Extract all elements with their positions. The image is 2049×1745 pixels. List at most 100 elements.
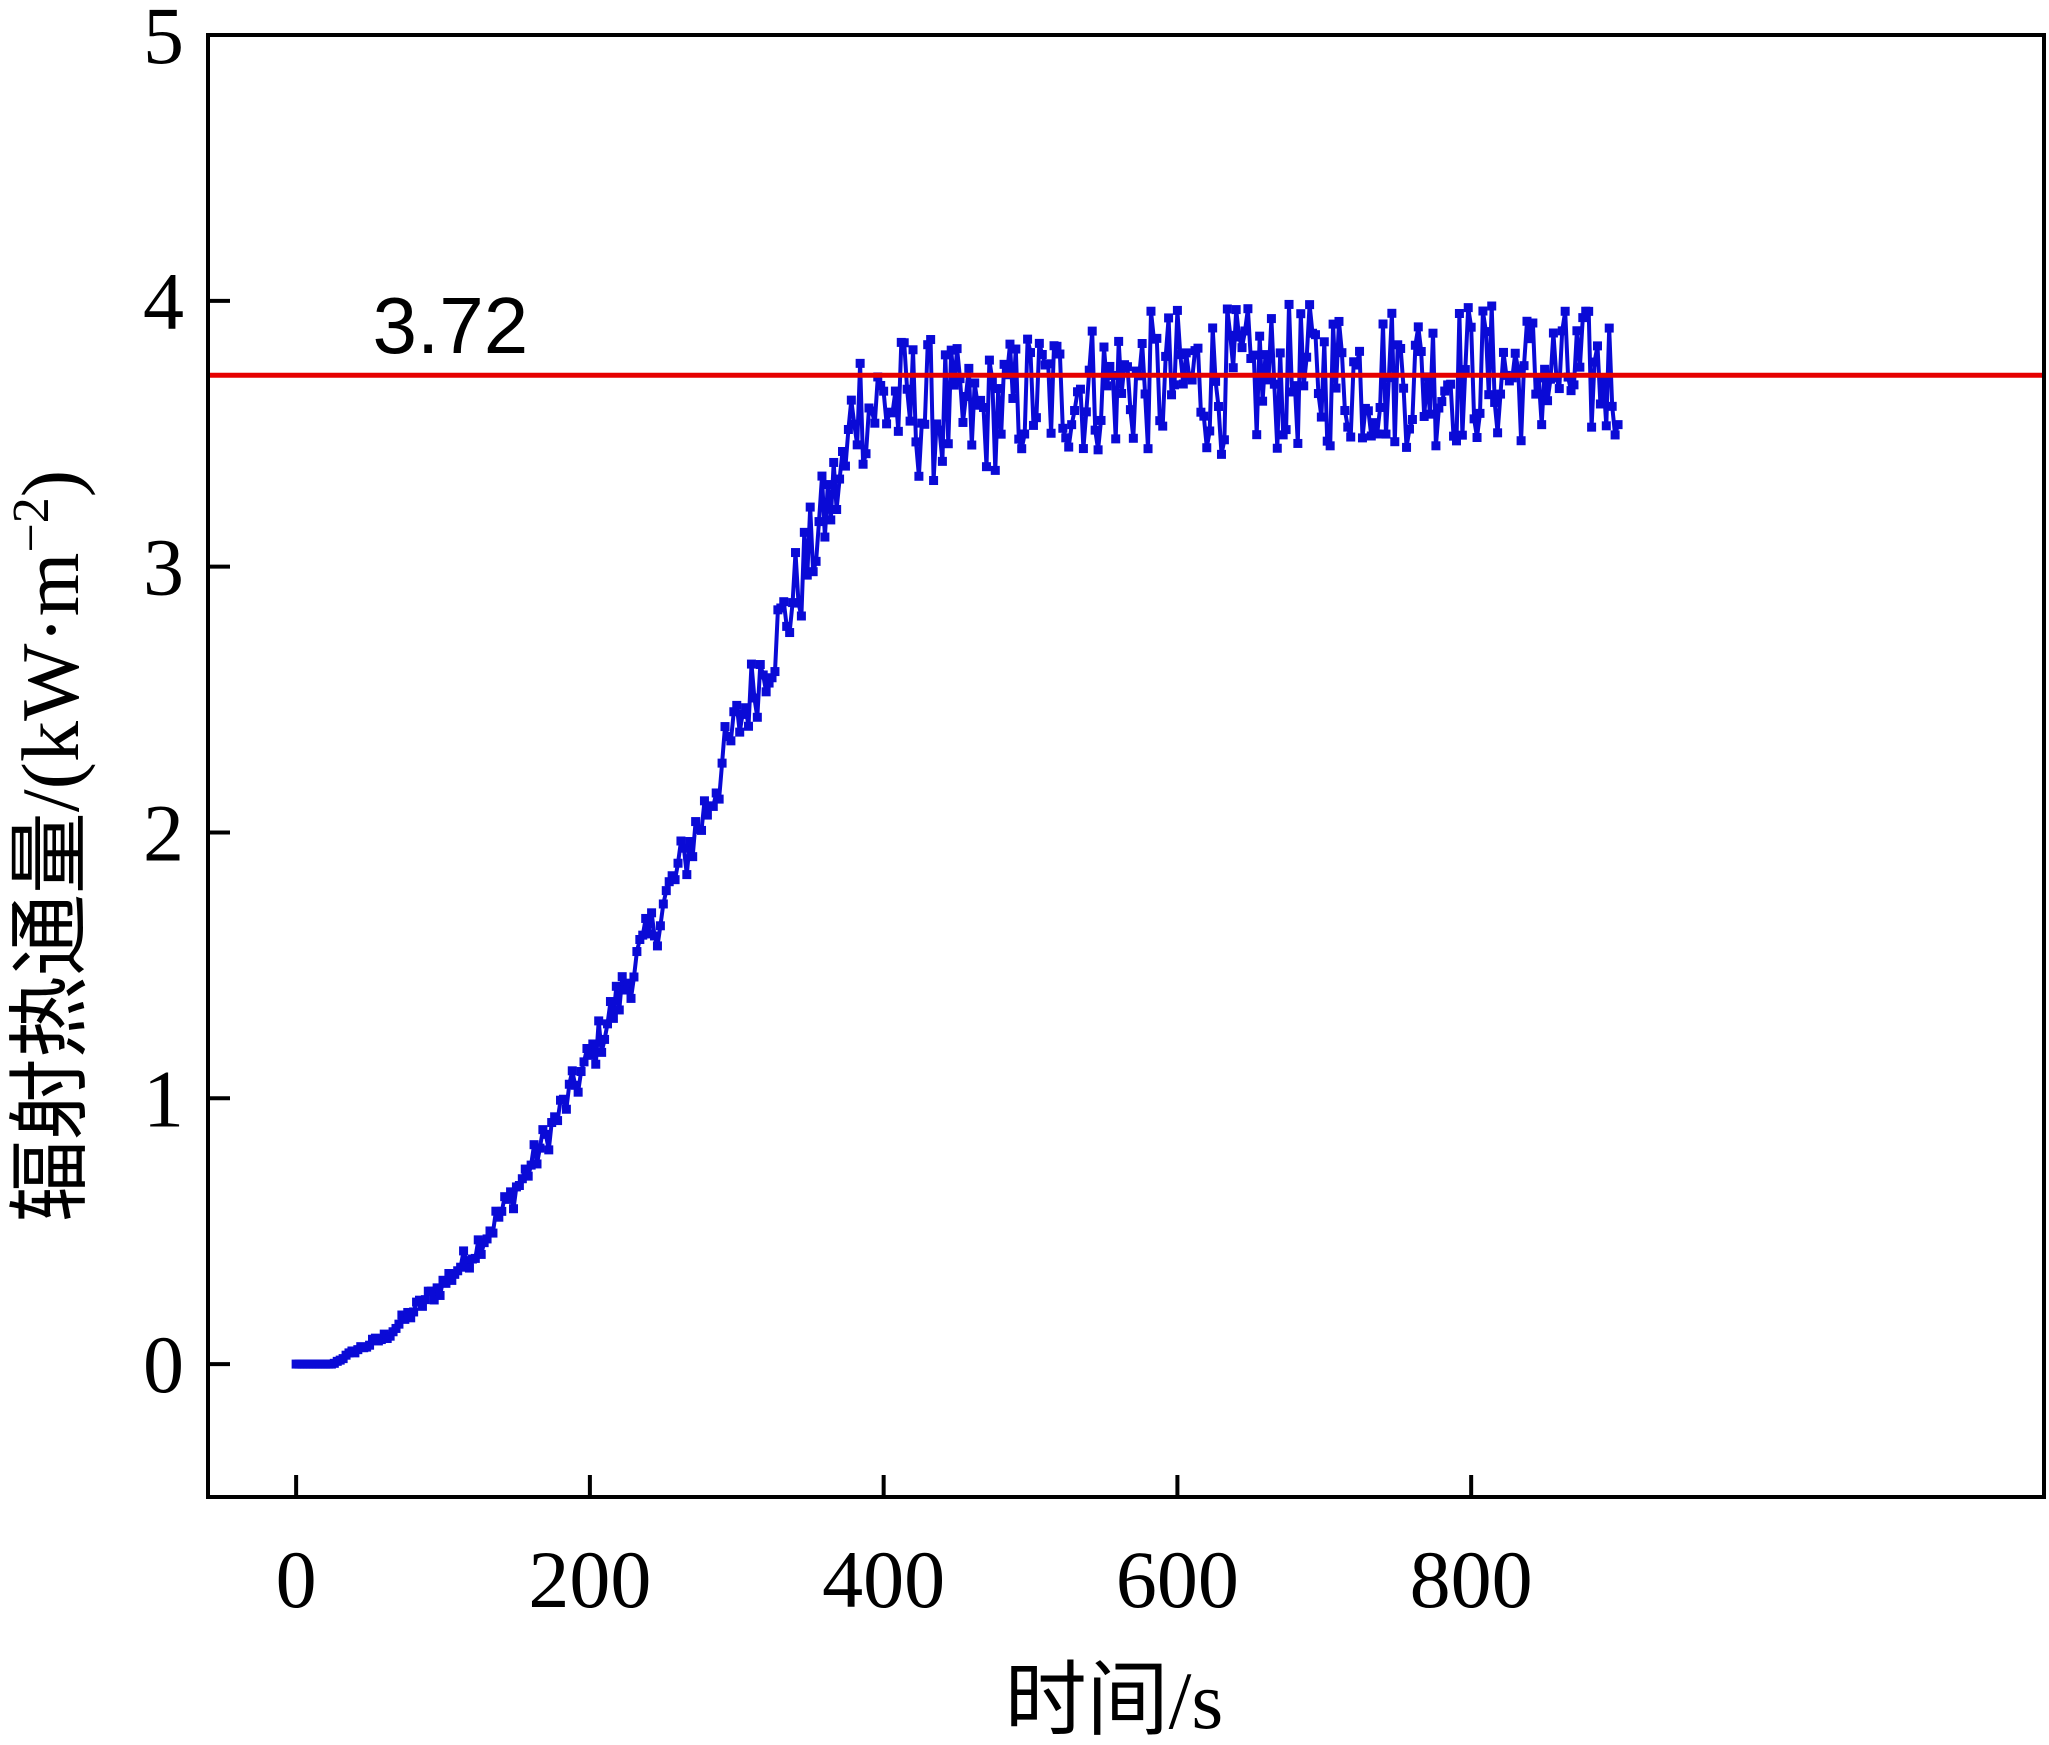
series-marker [1419,411,1429,421]
series-marker [923,340,933,350]
series-marker [788,598,798,608]
series-marker [955,374,965,384]
series-marker [494,1212,504,1222]
series-marker [761,687,771,697]
series-marker [1258,396,1268,406]
series-marker [588,1039,598,1049]
series-marker [444,1269,454,1279]
series-marker [1266,314,1276,324]
series-marker [1592,341,1602,351]
series-marker [1363,406,1373,416]
series-marker [1008,393,1018,403]
series-marker [1228,363,1238,373]
series-marker [1528,318,1538,328]
series-marker [1331,383,1341,393]
series-marker [473,1235,483,1245]
series-marker [920,419,930,429]
series-marker [1061,433,1071,443]
x-axis-ticks [294,1475,1474,1497]
series-marker [459,1246,469,1256]
series-marker [409,1307,419,1317]
series-marker [714,794,724,804]
series-marker [770,667,780,677]
series-marker [1346,432,1356,442]
series-marker [532,1159,542,1169]
series-marker [887,408,897,418]
series-marker [429,1295,439,1305]
series-marker [999,359,1009,369]
series-marker [406,1313,416,1323]
series-marker [1598,375,1608,385]
series-marker [1216,449,1226,459]
x-tick-label: 200 [528,1534,651,1625]
series-marker [735,727,745,737]
series-marker [564,1079,574,1089]
series-marker [655,921,665,931]
series-marker [870,418,880,428]
series-marker [1046,428,1056,438]
series-marker [1454,308,1464,318]
series-marker [852,440,862,450]
series-marker [1316,412,1326,422]
series-marker [1128,433,1138,443]
series-marker [699,796,709,806]
series-marker [579,1057,589,1067]
series-marker [1469,414,1479,424]
series-marker [967,440,977,450]
series-marker [1387,308,1397,318]
series-marker [855,358,865,368]
series-marker [1407,414,1417,424]
series-marker [1281,425,1291,435]
series-marker [1084,365,1094,375]
series-marker [1105,361,1115,371]
series-marker [1322,436,1332,446]
series-marker [840,461,850,471]
series-marker [1481,327,1491,337]
series-marker [1155,416,1165,426]
series-marker [1451,436,1461,446]
series-marker [1493,428,1503,438]
series-marker [720,722,730,732]
series-marker [861,449,871,459]
series-marker [685,837,695,847]
series-marker [1404,424,1414,434]
series-marker [726,736,736,746]
series-marker [608,1013,618,1023]
series-marker [1543,396,1553,406]
series-marker [893,426,903,436]
series-marker [1031,413,1041,423]
series-marker [1011,344,1021,354]
series-marker [1575,362,1585,372]
series-marker [1161,351,1171,361]
series-marker [729,707,739,717]
series-marker [1052,341,1062,351]
series-marker [1560,306,1570,316]
series-marker [547,1118,557,1128]
series-marker [1240,326,1250,336]
series-marker [1334,316,1344,326]
series-marker [811,556,821,566]
series-marker [1613,420,1623,430]
series-marker [820,532,830,542]
series-marker [1099,342,1109,352]
series-marker [376,1335,386,1345]
series-marker [1396,343,1406,353]
series-marker [447,1275,457,1285]
series-marker [585,1050,595,1060]
series-marker [514,1181,524,1191]
series-marker [1601,421,1611,431]
series-marker [476,1249,486,1259]
series-marker [567,1066,577,1076]
series-marker [1510,348,1520,358]
series-marker [1431,441,1441,451]
series-marker [1175,350,1185,360]
series-marker [1449,431,1459,441]
y-tick-label: 4 [143,256,184,347]
series-marker [1199,411,1209,421]
series-marker [503,1194,513,1204]
series-marker [1034,338,1044,348]
series-marker [553,1116,563,1126]
series-marker [767,673,777,683]
series-marker [964,363,974,373]
series-marker [1164,313,1174,323]
